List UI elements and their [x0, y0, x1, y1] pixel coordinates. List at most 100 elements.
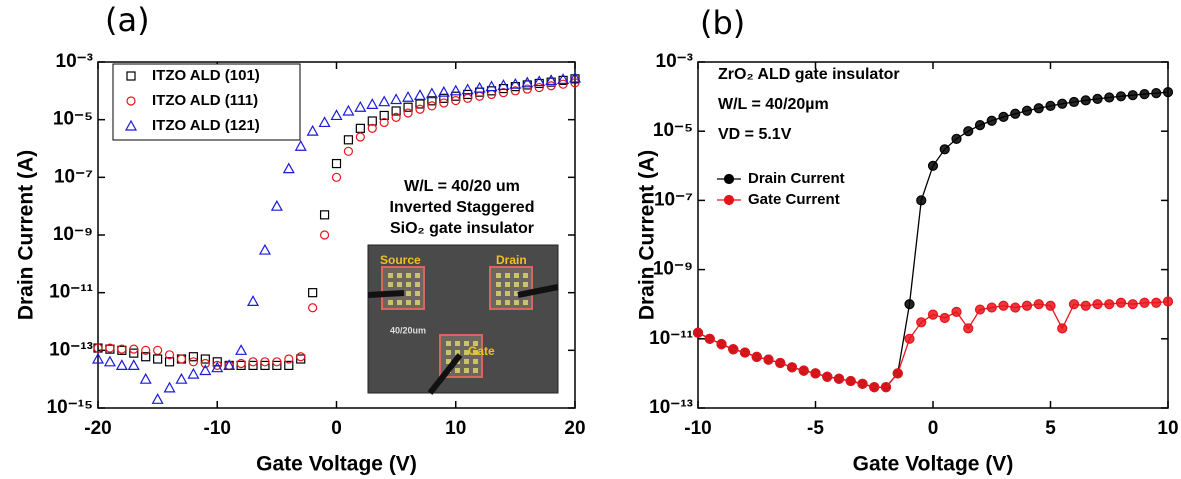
marker: [141, 352, 151, 362]
marker: [248, 360, 258, 371]
marker: [904, 333, 915, 344]
marker: [260, 357, 270, 367]
pad: [406, 273, 411, 278]
marker: [391, 106, 401, 116]
marker: [331, 172, 342, 182]
chart-panel: 10⁻¹⁵ 10⁻¹³ 10⁻¹¹ 10⁻⁹ 10⁻⁷ 10⁻⁵ 10⁻³ -20 -10 0 10…: [15, 1, 586, 476]
marker: [308, 303, 318, 313]
probe: [367, 290, 405, 298]
probe: [517, 284, 559, 298]
marker: [1162, 86, 1174, 98]
y-tick-label: 10⁻³: [56, 51, 94, 72]
marker: [188, 352, 198, 362]
pad: [388, 273, 393, 278]
marker: [963, 323, 974, 334]
marker: [115, 359, 128, 371]
marker: [391, 112, 401, 122]
marker: [522, 84, 532, 94]
marker: [343, 146, 354, 156]
marker: [449, 84, 462, 96]
marker: [798, 365, 809, 376]
y-tick-label: 10⁻⁷: [654, 189, 693, 210]
pad: [473, 368, 478, 373]
marker: [354, 100, 367, 112]
pad: [388, 282, 393, 287]
panel-label: (b): [700, 4, 745, 42]
marker: [188, 357, 198, 367]
pad: [505, 300, 510, 305]
marker: [200, 358, 210, 369]
pad: [406, 282, 411, 287]
x-axis-label: Gate Voltage (V): [256, 453, 417, 476]
pad: [464, 350, 469, 355]
marker: [439, 93, 449, 103]
marker: [272, 360, 282, 371]
pad: [514, 300, 519, 305]
marker: [284, 354, 294, 364]
pad: [523, 273, 528, 278]
legend-label: ITZO ALD (111): [152, 92, 258, 109]
marker: [1151, 297, 1162, 308]
pad: [473, 359, 478, 364]
y-tick-label: 10⁻⁵: [53, 109, 93, 130]
pad: [496, 300, 501, 305]
marker: [1151, 88, 1162, 99]
marker: [1045, 300, 1056, 311]
marker: [963, 126, 974, 137]
y-tick-label: 10⁻⁵: [653, 120, 693, 141]
pad: [388, 300, 393, 305]
marker: [164, 357, 175, 367]
pad: [415, 273, 420, 278]
marker: [463, 89, 473, 100]
marker: [451, 95, 461, 106]
marker: [1127, 90, 1138, 101]
marker: [378, 95, 391, 107]
marker: [1139, 89, 1150, 100]
marker: [212, 357, 222, 367]
marker: [892, 368, 903, 379]
legend-label: ITZO ALD (121): [152, 117, 260, 134]
pad: [397, 282, 402, 287]
pad: [415, 291, 420, 296]
pad: [496, 282, 501, 287]
marker: [235, 344, 248, 355]
marker: [775, 357, 786, 369]
pad: [455, 368, 460, 373]
marker: [175, 372, 188, 384]
marker: [951, 133, 962, 144]
marker: [939, 144, 950, 155]
pad: [496, 273, 501, 278]
marker: [857, 378, 868, 389]
marker: [367, 116, 377, 126]
x-tick-label: -5: [807, 418, 824, 439]
pad: [514, 282, 519, 287]
pad: [446, 341, 451, 346]
marker: [1104, 92, 1115, 103]
marker: [390, 93, 403, 105]
marker: [153, 354, 163, 364]
marker: [1092, 299, 1103, 310]
x-tick-label: 10: [1157, 418, 1178, 439]
marker: [546, 81, 556, 91]
pad: [464, 368, 469, 373]
marker: [810, 368, 821, 379]
inset-label: Drain: [496, 253, 527, 267]
marker: [704, 333, 715, 344]
y-axis-label: Drain Current (A): [15, 150, 38, 320]
marker: [927, 160, 939, 171]
pad: [473, 341, 478, 346]
marker: [916, 195, 927, 206]
marker: [366, 98, 379, 109]
annotation: ZrO₂ ALD gate insulator: [718, 66, 900, 83]
marker: [200, 354, 210, 364]
marker: [509, 77, 522, 89]
pad: [523, 300, 528, 305]
marker: [570, 78, 580, 88]
marker: [497, 79, 510, 90]
marker: [139, 372, 152, 384]
marker: [998, 300, 1009, 311]
marker: [129, 344, 139, 354]
marker: [427, 96, 437, 106]
marker: [260, 360, 270, 371]
